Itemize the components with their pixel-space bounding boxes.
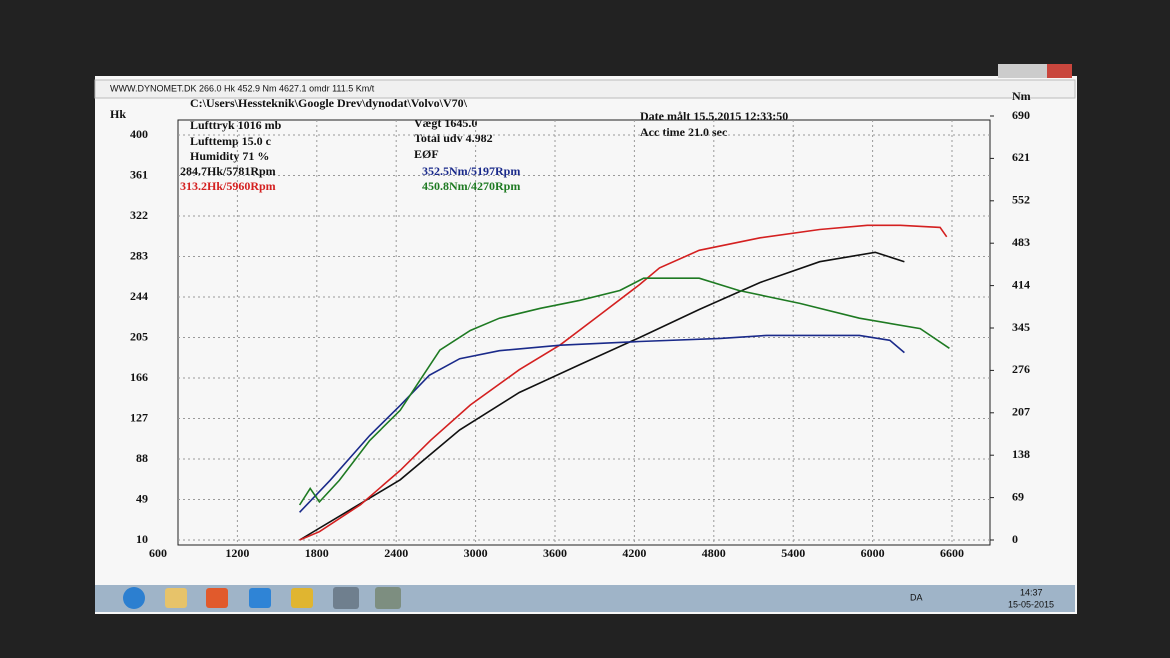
x-tick-label: 2400 [384,546,408,560]
legend-entry: 313.2Hk/5960Rpm [180,179,276,193]
x-tick-label: 600 [149,546,167,560]
series-line [298,277,950,506]
x-tick-label: 3000 [464,546,488,560]
clock-time[interactable]: 14:37 [1020,587,1043,597]
legend-entry: 450.8Nm/4270Rpm [422,179,520,193]
y2-tick-label: 345 [1012,320,1030,334]
y-tick-label: 10 [136,532,148,546]
y2-tick-label: 207 [1012,405,1030,419]
info-text: Total udv 4.982 [414,131,493,145]
info-text: Lufttryk 1016 mb [190,118,282,132]
y2-tick-label: 621 [1012,150,1030,164]
info-text: EØF [414,147,439,161]
x-tick-label: 4800 [702,546,726,560]
plot-frame [177,119,991,546]
window-title: WWW.DYNOMET.DK 266.0 Hk 452.9 Nm 4627.1 … [110,83,375,93]
y-tick-label: 322 [130,208,148,222]
taskbar-icon[interactable] [333,587,359,609]
start-button[interactable] [123,587,145,609]
file-path: C:\Users\Hessteknik\Google Drev\dynodat\… [190,96,468,110]
y-tick-label: 166 [130,370,148,384]
y2-tick-label: 483 [1012,235,1030,249]
y-tick-label: 400 [130,127,148,141]
info-text: Date målt 15.5.2015 12:33:50 [640,109,788,123]
y2-tick-label: 414 [1012,277,1030,291]
info-text: Lufttemp 15.0 c [190,134,272,148]
y2-tick-label: 0 [1012,532,1018,546]
y-tick-label: 88 [136,451,148,465]
info-text: Vægt 1645.0 [414,116,477,130]
x-tick-label: 3600 [543,546,567,560]
x-tick-label: 1800 [305,546,329,560]
series-line [299,224,948,541]
taskbar [95,585,1075,612]
screen [95,76,1077,614]
taskbar-icon[interactable] [291,588,313,608]
y2-tick-label: 138 [1012,447,1030,461]
y2-axis-label: Nm [1012,89,1031,103]
language-indicator[interactable]: DA [910,592,923,602]
y-tick-label: 244 [130,289,148,303]
taskbar-icon[interactable] [206,588,228,608]
legend-entry: 352.5Nm/5197Rpm [422,164,520,178]
legend-entry: 284.7Hk/5781Rpm [180,164,276,178]
taskbar-icon[interactable] [249,588,271,608]
info-text: Humidity 71 % [190,149,269,163]
y-tick-label: 283 [130,248,148,262]
y-tick-label: 361 [130,167,148,181]
clock-date[interactable]: 15-05-2015 [1008,599,1054,609]
series-line [299,334,905,513]
y2-tick-label: 690 [1012,108,1030,122]
y2-tick-label: 276 [1012,362,1030,376]
x-tick-label: 1200 [225,546,249,560]
y-tick-label: 205 [130,329,148,343]
x-tick-label: 6600 [940,546,964,560]
taskbar-icon[interactable] [375,587,401,609]
taskbar-icon[interactable] [165,588,187,608]
y2-tick-label: 552 [1012,193,1030,207]
x-tick-label: 4200 [622,546,646,560]
series-line [299,251,905,541]
title-bar [94,79,1076,99]
info-text: Acc time 21.0 sec [640,125,728,139]
y2-tick-label: 69 [1012,489,1024,503]
y-tick-label: 127 [130,410,148,424]
x-tick-label: 6000 [861,546,885,560]
y-tick-label: 49 [136,491,148,505]
x-tick-label: 5400 [781,546,805,560]
y-axis-label: Hk [110,107,126,121]
close-button[interactable] [1047,64,1072,78]
